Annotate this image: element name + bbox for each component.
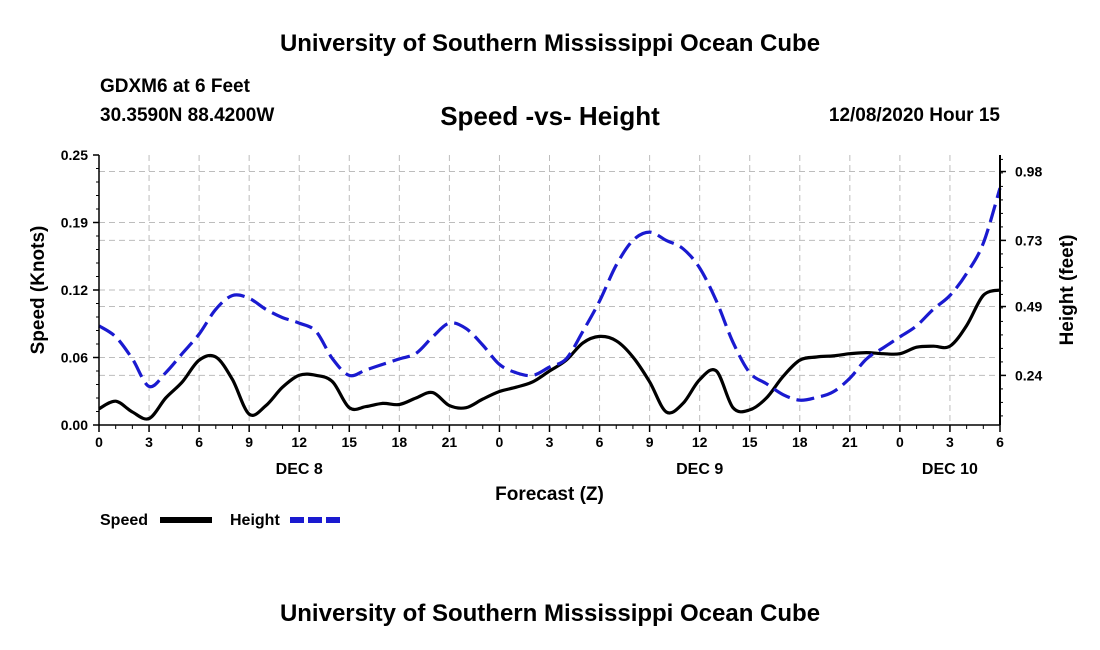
x-tick-label: 6 [195,434,203,450]
y-tick-label: 0.19 [61,215,88,231]
y2-tick-label: 0.73 [1015,232,1042,248]
x-tick-label: 12 [692,434,708,450]
x-tick-label: 0 [95,434,103,450]
x-tick-label: 18 [392,434,408,450]
y2-axis-title: Height (feet) [1057,235,1078,346]
y2-tick-label: 0.24 [1015,367,1042,383]
y-tick-label: 0.25 [61,147,88,163]
ticks-layer [93,154,1006,432]
x-tick-label: 21 [842,434,858,450]
x-tick-label: 0 [896,434,904,450]
y2-tick-label: 0.49 [1015,299,1042,315]
legend-layer: Speed Height [100,512,342,529]
series-layer [98,187,1002,421]
y-tick-label: 0.06 [61,350,88,366]
y-tick-label: 0.00 [61,417,88,433]
x-tick-label: 0 [496,434,504,450]
y-tick-label: 0.12 [61,282,88,298]
x-tick-label: 3 [145,434,153,450]
x-tick-label: 3 [546,434,554,450]
labels-layer: 0 3 6 9 12 15 18 21 0 3 6 9 12 15 18 21 0 3 6 DEC 8 DEC 9 DEC… [28,147,1078,505]
x-tick-label: 21 [442,434,458,450]
height-series-line [98,187,1002,402]
x-tick-label: 3 [946,434,954,450]
date-label: DEC 10 [922,461,978,478]
x-tick-label: 9 [245,434,253,450]
issued-time: 12/08/2020 Hour 15 [828,105,1000,126]
station-coordinates: 30.3590N 88.4200W [100,105,275,126]
x-tick-label: 18 [792,434,808,450]
y-axis-title: Speed (Knots) [28,226,49,355]
y2-tick-label: 0.98 [1015,164,1042,180]
date-label: DEC 8 [276,461,323,478]
x-axis-title: Forecast (Z) [495,484,604,505]
x-tick-label: 15 [742,434,758,450]
x-tick-label: 9 [646,434,654,450]
x-tick-label: 12 [291,434,307,450]
legend-label-speed: Speed [100,512,148,529]
page-title: University of Southern Mississippi Ocean… [279,30,821,57]
station-label: GDXM6 at 6 Feet [100,76,250,97]
date-label: DEC 9 [676,461,723,478]
chart-title: Speed -vs- Height [440,101,660,131]
x-tick-label: 6 [596,434,604,450]
footer-title: University of Southern Mississippi Ocean… [279,600,821,627]
speed-series-line [98,288,1001,421]
x-tick-label: 6 [996,434,1004,450]
legend-label-height: Height [230,512,280,529]
x-tick-label: 15 [341,434,357,450]
